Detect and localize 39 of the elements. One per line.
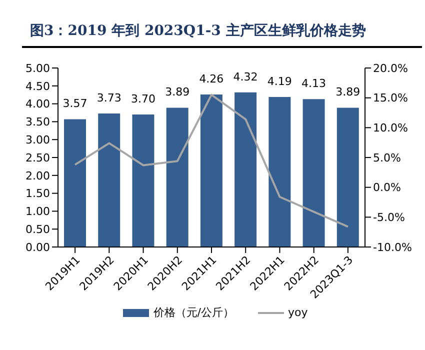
data-label: 3.89 <box>336 86 360 99</box>
data-label: 4.32 <box>233 70 258 84</box>
y-tick-label: 1.50 <box>26 187 50 200</box>
y2-tick-label: 10.0% <box>373 122 408 135</box>
data-label: 4.26 <box>199 72 224 86</box>
bar <box>132 114 154 247</box>
bar <box>98 113 120 247</box>
bar <box>166 108 188 247</box>
y-tick-label: 1.00 <box>26 205 50 218</box>
legend-label: yoy <box>288 306 308 319</box>
y-tick-label: 4.50 <box>26 80 50 93</box>
bar <box>234 92 257 247</box>
y2-tick-label: -10.0% <box>373 240 412 254</box>
data-label: 4.19 <box>267 75 292 88</box>
y-tick-label: 5.00 <box>26 62 50 75</box>
y-tick-label: 3.50 <box>26 116 50 129</box>
data-label: 4.13 <box>302 77 326 90</box>
y2-tick-label: 5.0% <box>373 151 401 164</box>
y2-tick-label: 20.0% <box>373 62 408 75</box>
y2-tick-label: 15.0% <box>373 92 408 105</box>
bar <box>200 94 222 247</box>
data-label: 3.70 <box>130 92 156 106</box>
y-tick-label: 0.50 <box>26 223 50 236</box>
y2-tick-label: 0.0% <box>373 181 401 194</box>
bar <box>336 108 359 247</box>
data-label: 3.89 <box>165 86 190 99</box>
legend-label: 价格（元/公斤） <box>153 305 234 320</box>
bar <box>64 119 86 247</box>
data-label: 3.73 <box>96 91 122 104</box>
data-label: 3.57 <box>62 97 88 110</box>
y2-tick-label: -5.0% <box>373 211 405 224</box>
bar <box>302 99 325 247</box>
y-tick-label: 4.00 <box>26 98 50 111</box>
y-tick-label: 2.00 <box>26 169 50 182</box>
chart-title: 图3：2019 年到 2023Q1-3 主产区生鲜乳价格走势 <box>30 22 366 40</box>
bar <box>268 97 291 247</box>
y-tick-label: 3.00 <box>26 134 50 147</box>
y-tick-label: 0.00 <box>26 240 50 254</box>
y-tick-label: 2.50 <box>26 151 50 164</box>
